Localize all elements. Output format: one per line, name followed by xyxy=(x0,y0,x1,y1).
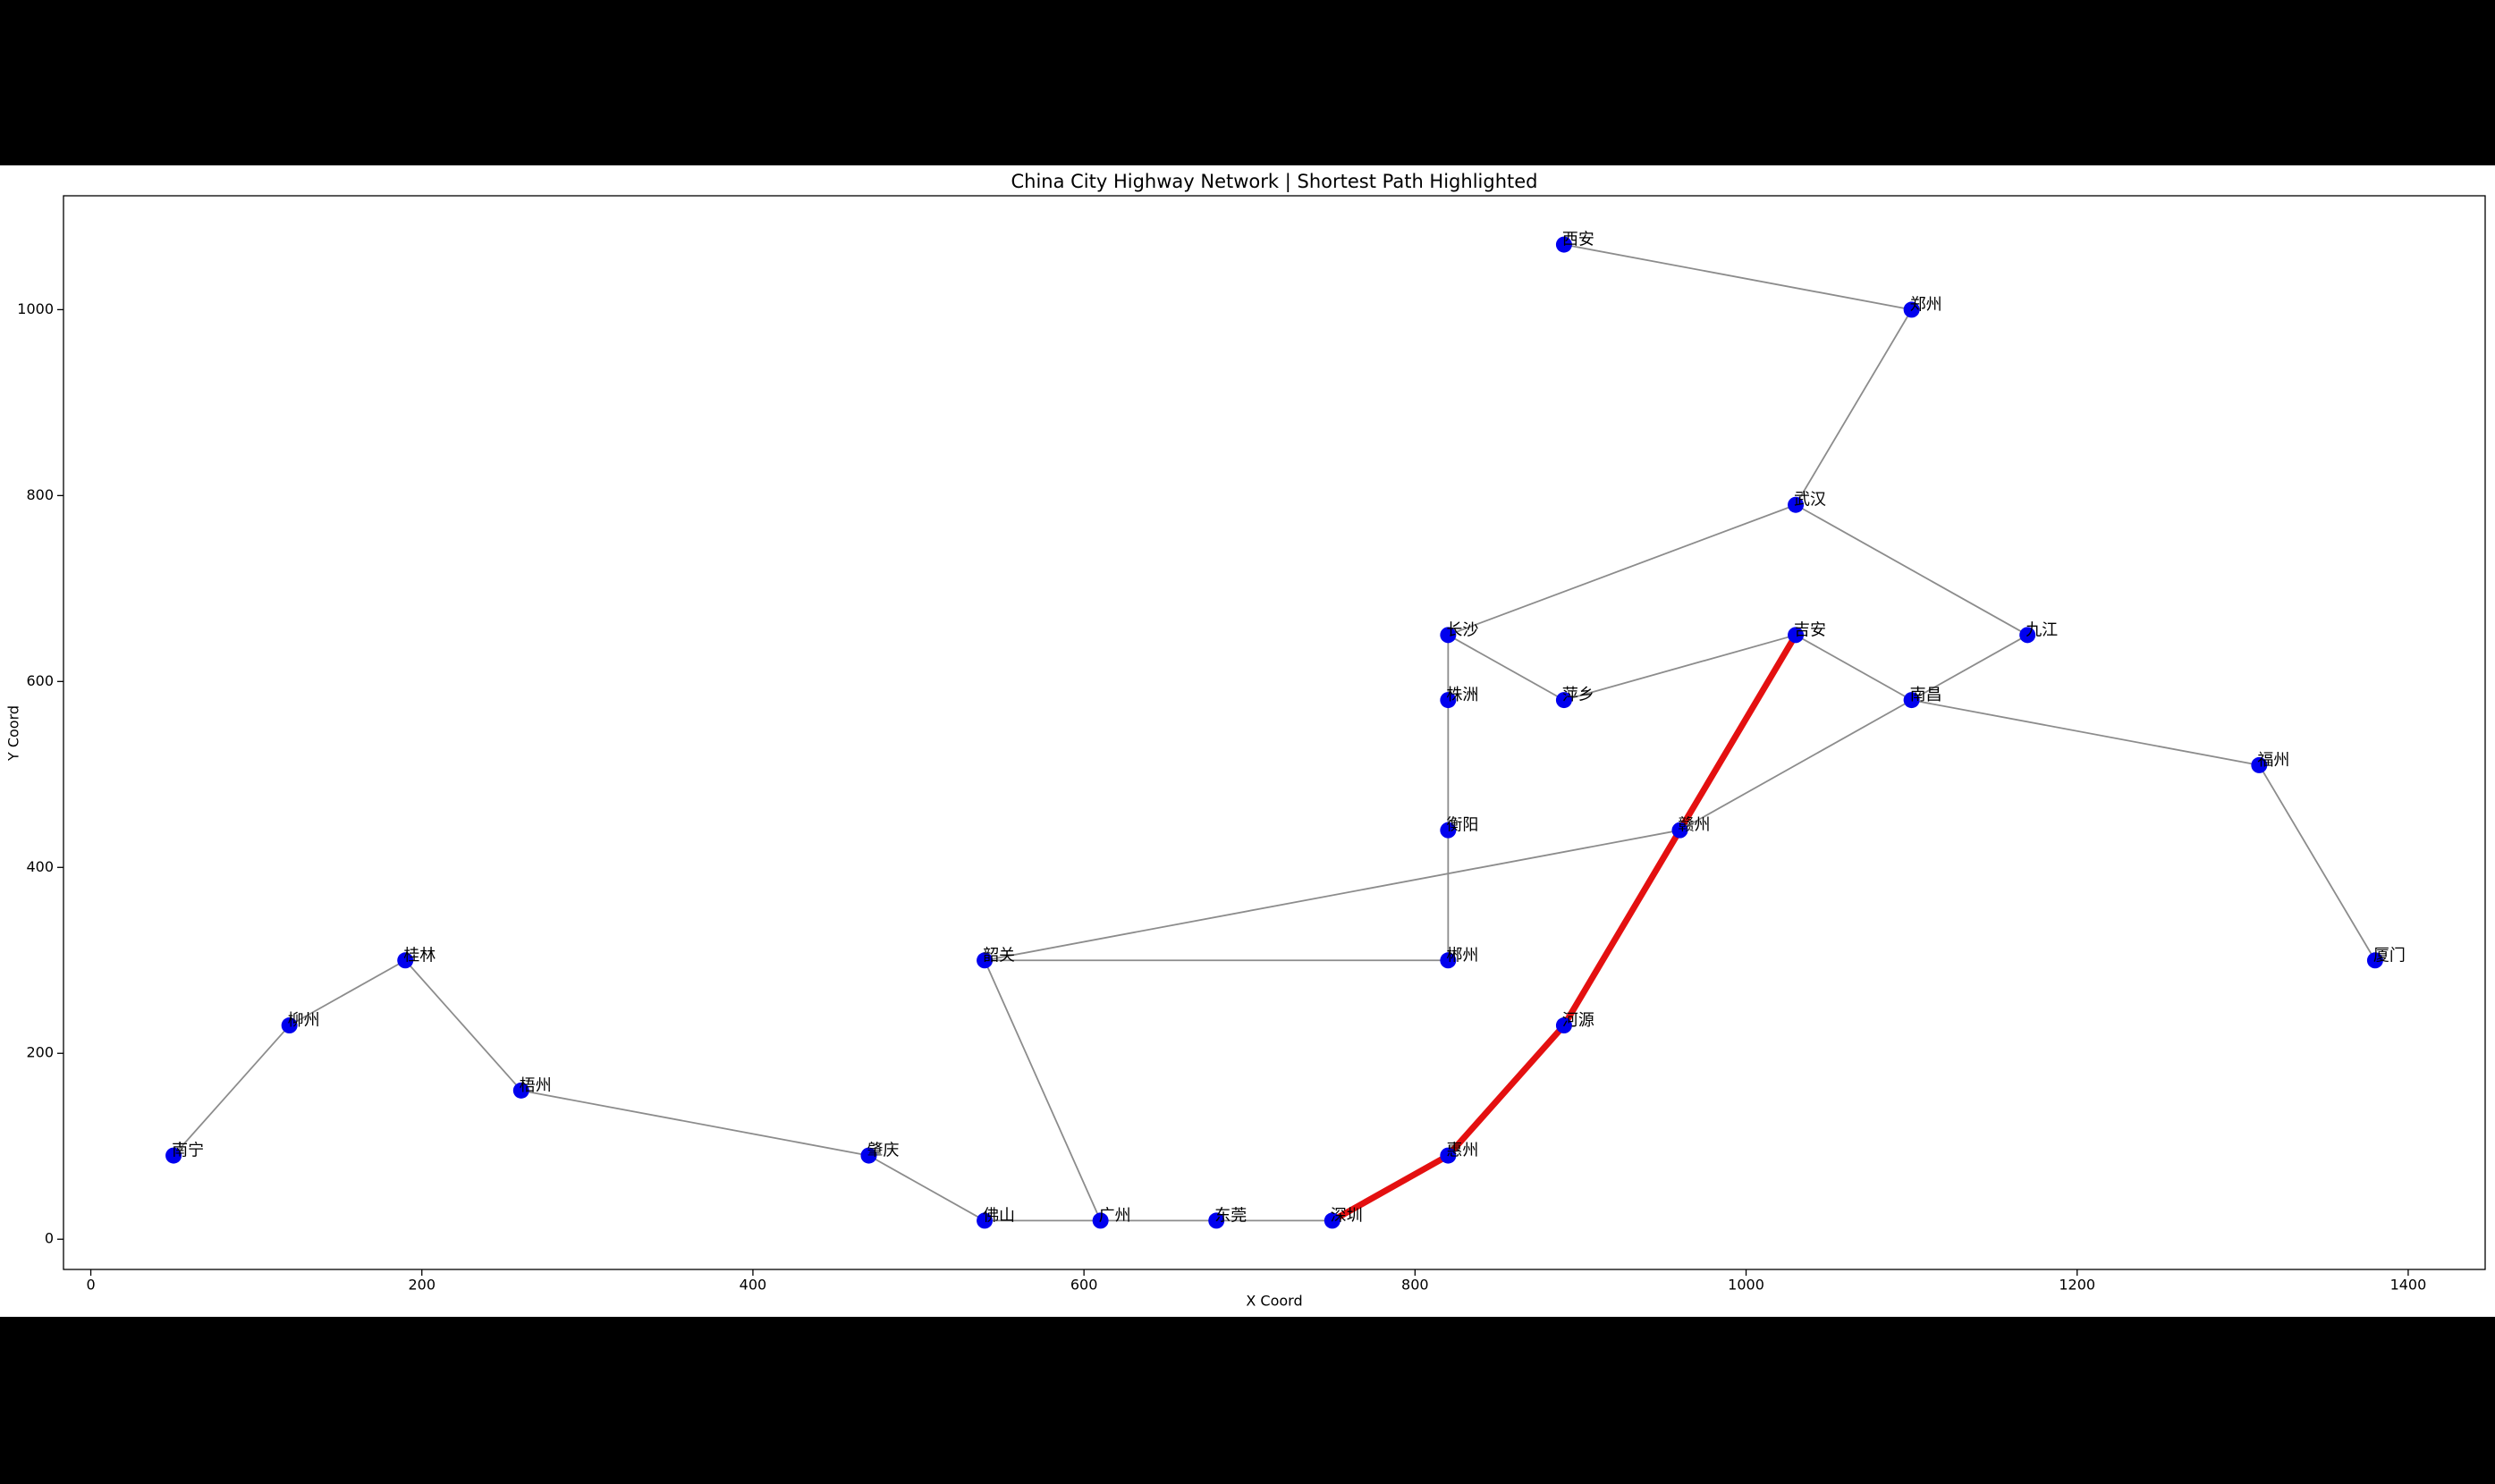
node-label: 肇庆 xyxy=(867,1142,900,1160)
node xyxy=(512,1082,529,1099)
x-tick-label: 1000 xyxy=(1728,1277,1764,1294)
axes-frame xyxy=(63,195,2486,1270)
edge xyxy=(1679,699,1913,831)
node xyxy=(1555,1017,1572,1034)
node xyxy=(1440,1147,1457,1164)
y-tick-label: 600 xyxy=(26,672,54,689)
edge xyxy=(1447,634,1565,702)
node xyxy=(1788,627,1805,644)
edge xyxy=(1447,503,1797,637)
node-label: 九江 xyxy=(2026,620,2058,639)
node xyxy=(165,1147,182,1164)
node-label: 赣州 xyxy=(1678,816,1710,835)
edge xyxy=(1563,243,1913,311)
y-tick-label: 0 xyxy=(45,1230,54,1247)
edge xyxy=(1795,308,1913,506)
x-tick-label: 1200 xyxy=(2059,1277,2095,1294)
y-tick-label: 1000 xyxy=(17,300,54,317)
node-label: 衡阳 xyxy=(1446,816,1478,835)
node-label: 梧州 xyxy=(520,1076,552,1095)
node-label: 柳州 xyxy=(288,1011,320,1030)
node-label: 长沙 xyxy=(1446,620,1478,639)
edge xyxy=(288,959,407,1026)
node xyxy=(1788,496,1805,513)
x-tick-label: 1400 xyxy=(2390,1277,2427,1294)
node-label: 桂林 xyxy=(403,946,436,965)
edge xyxy=(1563,634,1797,702)
node xyxy=(977,1212,994,1229)
node-label: 福州 xyxy=(2257,751,2289,770)
node-label: 郴州 xyxy=(1446,946,1478,965)
figure-background xyxy=(0,165,2495,1317)
node-label: 厦门 xyxy=(2373,946,2406,965)
node-label: 河源 xyxy=(1562,1011,1594,1030)
node xyxy=(2019,627,2036,644)
edge xyxy=(404,959,522,1092)
node xyxy=(2251,756,2268,773)
node-label: 株洲 xyxy=(1446,686,1478,704)
edge xyxy=(1910,634,2029,702)
node-label: 南宁 xyxy=(172,1142,204,1160)
node xyxy=(977,952,994,969)
edge xyxy=(173,1024,291,1157)
node xyxy=(1208,1212,1225,1229)
edge xyxy=(984,829,1681,962)
x-tick-label: 600 xyxy=(1070,1277,1098,1294)
path-edge xyxy=(1444,1022,1568,1159)
node xyxy=(1903,301,1920,318)
node-label: 西安 xyxy=(1562,231,1594,249)
node-label: 深圳 xyxy=(1331,1206,1363,1225)
y-axis-label: Y Coord xyxy=(5,705,22,762)
node xyxy=(1324,1212,1341,1229)
path-edge xyxy=(1329,1152,1451,1224)
node-label: 韶关 xyxy=(983,946,1015,965)
x-tick-label: 800 xyxy=(1401,1277,1429,1294)
node-label: 东莞 xyxy=(1214,1206,1247,1225)
node-label: 萍乡 xyxy=(1562,686,1594,704)
node xyxy=(281,1017,298,1034)
node-label: 南昌 xyxy=(1910,686,1942,704)
edge xyxy=(867,1154,985,1222)
edge xyxy=(520,1089,870,1157)
x-tick-label: 0 xyxy=(86,1277,95,1294)
node-label: 佛山 xyxy=(983,1206,1015,1225)
node-label: 武汉 xyxy=(1794,491,1826,510)
path-edge xyxy=(1560,827,1683,1029)
node xyxy=(397,952,414,969)
node xyxy=(860,1147,877,1164)
node-label: 郑州 xyxy=(1910,295,1942,314)
node-label: 惠州 xyxy=(1446,1142,1478,1160)
edge xyxy=(1795,634,1913,702)
x-tick-label: 400 xyxy=(740,1277,767,1294)
node xyxy=(1555,692,1572,709)
edge xyxy=(984,959,1102,1222)
node xyxy=(1440,627,1457,644)
node xyxy=(1671,822,1688,839)
node xyxy=(1440,822,1457,839)
x-tick-label: 200 xyxy=(408,1277,436,1294)
chart-title: China City Highway Network | Shortest Pa… xyxy=(1011,171,1537,193)
edge xyxy=(1795,503,2029,637)
node xyxy=(1903,692,1920,709)
y-tick-label: 400 xyxy=(26,858,54,875)
node xyxy=(1440,952,1457,969)
path-edge xyxy=(1676,631,1799,834)
x-axis-label: X Coord xyxy=(1246,1293,1302,1310)
node xyxy=(1092,1212,1109,1229)
edge xyxy=(1910,699,2261,766)
node-label: 吉安 xyxy=(1794,620,1826,639)
node xyxy=(1555,236,1572,253)
edge xyxy=(2258,763,2376,962)
y-tick-label: 200 xyxy=(26,1044,54,1061)
node xyxy=(2366,952,2383,969)
node xyxy=(1440,692,1457,709)
y-tick-label: 800 xyxy=(26,486,54,503)
node-label: 广州 xyxy=(1099,1206,1131,1225)
